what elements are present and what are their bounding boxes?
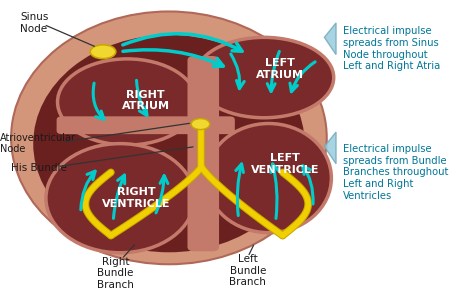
Text: Atrioventricular
Node: Atrioventricular Node [0, 133, 75, 154]
Ellipse shape [90, 45, 116, 59]
Ellipse shape [191, 119, 210, 130]
Text: LEFT
VENTRICLE: LEFT VENTRICLE [251, 153, 319, 175]
Text: RIGHT
ATRIUM: RIGHT ATRIUM [122, 90, 170, 111]
Ellipse shape [194, 37, 334, 118]
Polygon shape [324, 132, 336, 164]
Text: LEFT
ATRIUM: LEFT ATRIUM [256, 58, 304, 80]
Text: Right
Bundle
Branch: Right Bundle Branch [97, 257, 134, 290]
FancyBboxPatch shape [188, 56, 219, 251]
Polygon shape [324, 23, 336, 54]
Ellipse shape [46, 144, 194, 253]
Ellipse shape [206, 124, 331, 233]
Text: RIGHT
VENTRICLE: RIGHT VENTRICLE [102, 188, 171, 209]
Text: Sinus
Node: Sinus Node [20, 12, 49, 34]
Text: His Bundle: His Bundle [11, 163, 67, 173]
Text: Electrical impulse
spreads from Sinus
Node throughout
Left and Right Atria: Electrical impulse spreads from Sinus No… [343, 26, 440, 71]
Ellipse shape [57, 59, 197, 145]
Text: Electrical impulse
spreads from Bundle
Branches throughout
Left and Right
Ventri: Electrical impulse spreads from Bundle B… [343, 144, 448, 200]
Text: Left
Bundle
Branch: Left Bundle Branch [229, 254, 266, 287]
Ellipse shape [33, 35, 305, 252]
FancyBboxPatch shape [56, 116, 235, 134]
Ellipse shape [11, 11, 327, 264]
